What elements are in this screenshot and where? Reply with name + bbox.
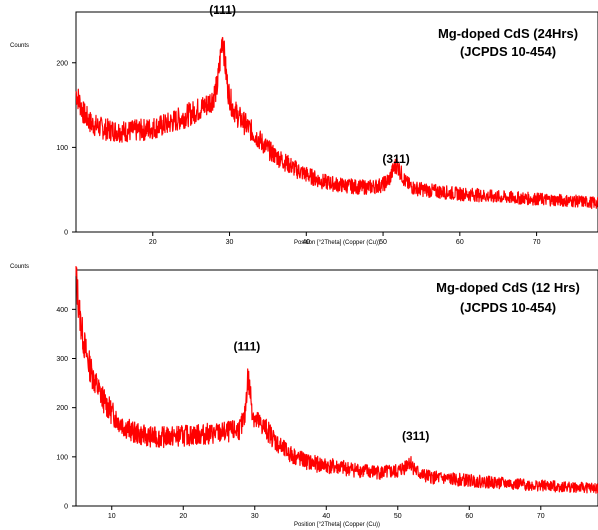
peak-label: (111) [209,3,236,17]
xrd-pattern-line [75,36,598,210]
y-tick-label: 300 [56,356,68,363]
peak-label: (111) [234,340,261,354]
chart-title: Mg-doped CdS (12 Hrs) [436,280,580,295]
x-tick-label: 60 [465,513,473,520]
y-tick-label: 0 [64,504,68,511]
x-axis-label: Position [°2Theta] (Copper (Cu)) [294,240,380,246]
x-tick-label: 30 [226,239,234,246]
y-tick-label: 100 [56,145,68,152]
y-tick-label: 200 [56,60,68,67]
x-tick-label: 70 [537,513,545,520]
chart-24hrs: Counts 0 100 200 20 30 40 50 60 70 Position [°2… [10,3,598,246]
peak-labels: (111) (311) [234,340,430,443]
peak-label: (311) [382,152,409,166]
x-tick-label: 50 [379,239,387,246]
y-tick-label: 200 [56,405,68,412]
chart-subtitle: (JCPDS 10-454) [460,44,556,59]
x-tick-label: 20 [149,239,157,246]
x-tick-label: 70 [533,239,541,246]
x-tick-label: 40 [302,239,310,246]
xrd-pattern-line [75,266,598,494]
chart-12hrs: Counts 0 100 200 300 400 10 20 30 40 50 60 70 Posi… [10,264,598,528]
y-tick-group: 0 100 200 300 400 [56,307,76,511]
x-tick-label: 20 [179,513,187,520]
x-tick-label: 10 [108,513,116,520]
peak-labels: (111) (311) [209,3,410,166]
peak-label: (311) [402,429,429,443]
x-tick-group: 10 20 30 40 50 60 70 [108,506,545,520]
y-tick-label: 100 [56,454,68,461]
x-tick-label: 60 [456,239,464,246]
x-axis-label: Position [°2Theta] (Copper (Cu)) [294,522,380,528]
x-tick-label: 50 [394,513,402,520]
chart-subtitle: (JCPDS 10-454) [460,300,556,315]
x-tick-label: 30 [251,513,259,520]
x-tick-label: 40 [322,513,330,520]
y-tick-label: 400 [56,307,68,314]
chart-title: Mg-doped CdS (24Hrs) [438,26,578,41]
y-axis-label: Counts [10,43,29,49]
y-axis-label: Counts [10,264,29,270]
x-tick-group: 20 30 40 50 60 70 [149,232,541,246]
y-tick-label: 0 [64,230,68,237]
y-tick-group: 0 100 200 [56,60,76,237]
